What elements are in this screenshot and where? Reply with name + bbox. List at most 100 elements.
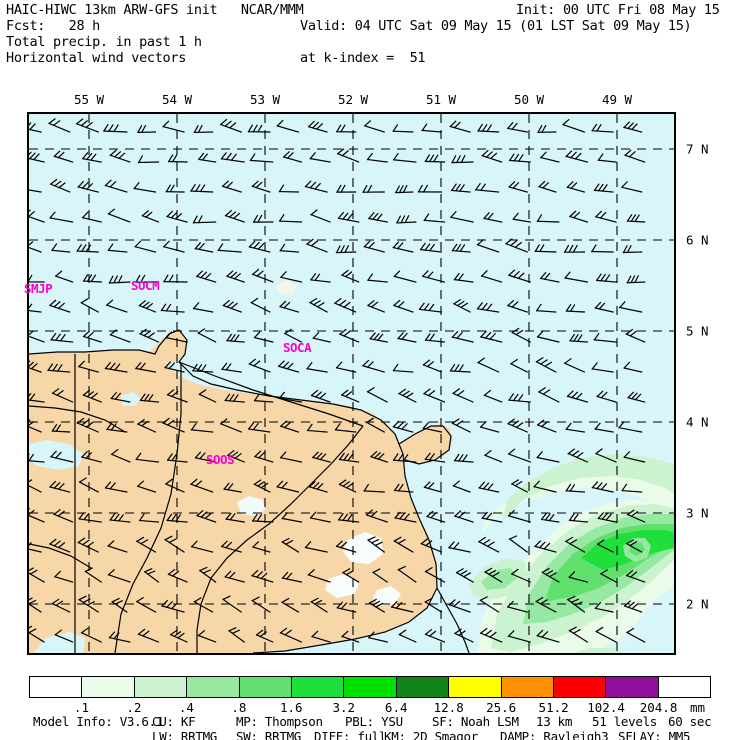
wind-barb	[251, 268, 274, 283]
wind-barb	[109, 513, 131, 523]
wind-barb	[566, 595, 586, 613]
wind-barb	[596, 539, 614, 553]
wind-barb	[76, 243, 99, 253]
wind-barb	[108, 631, 131, 643]
wind-barb	[224, 209, 245, 223]
wind-barb	[81, 211, 102, 223]
wind-barb	[109, 149, 131, 163]
wind-barb	[77, 537, 99, 553]
header-model-title: HAIC-HIWC 13km ARW-GFS init NCAR/MMM	[6, 2, 304, 18]
wind-barb	[135, 274, 160, 283]
wind-barb	[454, 628, 474, 643]
wind-barb	[279, 420, 300, 433]
wind-barb	[76, 417, 99, 433]
wind-barb	[562, 118, 586, 133]
wind-barb	[370, 450, 388, 463]
lon-tick-label: 52 W	[337, 92, 369, 107]
wind-barb	[338, 479, 357, 493]
wind-barb	[138, 300, 157, 313]
wind-barb	[419, 242, 443, 253]
colorbar[interactable]	[29, 676, 711, 698]
wind-barb	[78, 477, 100, 493]
model-info-item: LW: RRTMG	[152, 729, 218, 740]
wind-barb	[135, 452, 160, 463]
wind-barb	[448, 599, 471, 613]
wind-barb	[110, 448, 131, 463]
wind-barb	[306, 362, 328, 373]
wind-barb	[162, 417, 185, 433]
wind-barb	[78, 512, 102, 523]
wind-barb	[197, 629, 217, 643]
model-info-item: DAMP: Rayleigh3	[500, 729, 609, 740]
wind-barb	[190, 183, 214, 193]
wind-barb	[304, 541, 328, 553]
wind-barb	[164, 361, 185, 373]
colorbar-tick-label: .4	[178, 700, 194, 715]
wind-barb	[107, 208, 131, 223]
wind-barb	[341, 269, 360, 283]
wind-barb	[166, 453, 188, 463]
wind-barb	[310, 209, 331, 223]
colorbar-cell	[82, 677, 135, 697]
wind-barb	[194, 242, 214, 253]
wind-barb	[219, 418, 242, 433]
colorbar-tick-label: .8	[231, 700, 247, 715]
wind-barb	[50, 450, 74, 463]
wind-barb	[190, 422, 214, 433]
wind-barb	[397, 565, 417, 583]
wind-barb	[311, 630, 331, 643]
wind-barb	[166, 210, 188, 223]
colorbar-swatches	[29, 676, 711, 698]
wind-barb	[595, 626, 617, 643]
wind-barb	[247, 422, 271, 433]
map-panel[interactable]	[27, 112, 676, 655]
wind-barb	[508, 180, 528, 193]
wind-barb	[392, 124, 414, 133]
wind-barb	[107, 243, 128, 253]
wind-barb	[335, 361, 357, 373]
wind-barb	[339, 328, 360, 343]
wind-barb	[479, 596, 500, 613]
wind-barb	[198, 389, 217, 403]
wind-barb	[54, 270, 74, 283]
wind-barb	[449, 363, 471, 373]
wind-barb	[424, 566, 446, 583]
colorbar-cell	[658, 677, 711, 697]
wind-barb	[29, 567, 45, 583]
wind-barb	[54, 629, 74, 643]
header-valid-time: Valid: 04 UTC Sat 09 May 15 (01 LST Sat …	[300, 18, 692, 34]
wind-barb	[77, 360, 99, 373]
grid-lines	[29, 114, 674, 653]
wind-barb	[484, 567, 503, 583]
wind-barb	[479, 627, 503, 643]
lat-tick-label: 7 N	[686, 141, 709, 157]
colorbar-tick-label: 3.2	[332, 700, 356, 715]
wind-barb	[49, 211, 74, 223]
wind-barb	[421, 270, 446, 283]
lat-tick-label: 2 N	[686, 596, 709, 612]
wind-barb	[252, 214, 274, 223]
wind-barb	[220, 152, 245, 163]
wind-barb	[625, 328, 646, 343]
wind-barb	[254, 450, 274, 463]
wind-barb	[160, 303, 185, 313]
colorbar-cell	[134, 677, 188, 697]
wind-barb	[621, 180, 643, 193]
wind-barb	[281, 571, 303, 583]
wind-barb	[508, 393, 531, 403]
colorbar-unit: mm	[690, 700, 706, 715]
wind-barb	[597, 511, 617, 523]
wind-barb	[420, 538, 443, 553]
wind-barb	[507, 630, 531, 643]
wind-barb	[483, 389, 503, 403]
wind-barb	[627, 391, 646, 403]
wind-barb	[135, 596, 157, 613]
wind-barb	[600, 569, 617, 583]
wind-barb	[104, 179, 128, 193]
wind-barb	[167, 154, 188, 163]
wind-barb	[135, 361, 157, 373]
wind-barb	[393, 299, 414, 313]
wind-barb	[164, 535, 185, 553]
wind-barb	[255, 629, 274, 643]
wind-barb	[138, 513, 160, 523]
